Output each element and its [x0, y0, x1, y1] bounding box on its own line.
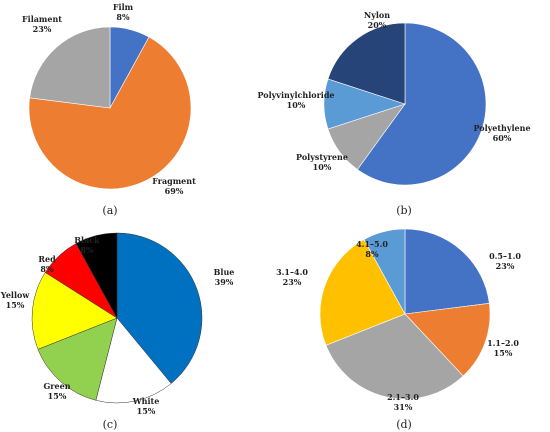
label-1.1-2.0: 1.1–2.0 [487, 338, 519, 348]
percent-white: 15% [137, 406, 156, 416]
slice-1.1-2.0 [404, 303, 491, 377]
percent-yellow: 15% [6, 300, 25, 310]
percent-1.1-2.0: 15% [494, 348, 513, 358]
percent-2.1-3.0: 31% [394, 402, 413, 412]
percent-polystyrene: 10% [313, 162, 332, 172]
percent-3.1-4.0: 23% [283, 277, 302, 287]
slice-polyethylene [356, 22, 487, 186]
slice-fragment [28, 36, 192, 190]
label-2.1-3.0: 2.1–3.0 [387, 392, 419, 402]
percent-filament: 23% [33, 24, 52, 34]
slice-black [75, 232, 118, 319]
percent-polyvinylchloride: 10% [287, 100, 306, 110]
label-polyethylene: Polyethylene [473, 123, 530, 133]
percent-fragment: 69% [165, 186, 184, 196]
percent-blue: 39% [215, 277, 234, 287]
label-yellow: Yellow [0, 290, 30, 300]
label-4.1-5.0: 4.1–5.0 [356, 239, 388, 249]
percent-red: 8% [40, 264, 54, 274]
slice-white [95, 317, 172, 404]
label-filament: Filament [22, 14, 62, 24]
label-fragment: Fragment [152, 176, 196, 186]
percent-0.5-1.0: 23% [496, 261, 515, 271]
panel-label-d: (d) [396, 418, 412, 431]
slice-green [37, 317, 118, 401]
panel-label-b: (b) [396, 204, 412, 217]
percent-polyethylene: 60% [493, 133, 512, 143]
label-0.5-1.0: 0.5–1.0 [489, 251, 521, 261]
panel-label-a: (a) [102, 204, 117, 217]
slice-yellow [31, 272, 118, 350]
slice-blue [116, 232, 203, 384]
pie-chart-b: Polyethylene 60% Polystyrene 10% Polyvin… [257, 10, 530, 217]
percent-4.1-5.0: 8% [365, 249, 379, 259]
percent-nylon: 20% [368, 20, 387, 30]
slice-filament [29, 26, 111, 109]
label-blue: Blue [214, 267, 235, 277]
percent-film: 8% [116, 12, 130, 22]
percent-black: 8% [80, 245, 94, 255]
pie-chart-d: 0.5–1.0 23% 1.1–2.0 15% 2.1–3.0 31% 3.1–… [276, 228, 521, 431]
label-green: Green [43, 381, 70, 391]
label-polyvinylchloride: Polyvinylchloride [257, 90, 334, 100]
slice-2.1-3.0 [325, 313, 464, 400]
label-3.1-4.0: 3.1–4.0 [276, 267, 308, 277]
percent-green: 15% [48, 391, 67, 401]
label-black: Black [74, 235, 100, 245]
slice-4.1-5.0 [363, 228, 406, 315]
label-nylon: Nylon [364, 10, 390, 20]
pie-chart-a: Film 8% Fragment 69% Filament 23% (a) [22, 2, 196, 217]
label-white: White [132, 396, 160, 406]
label-polystyrene: Polystyrene [296, 152, 348, 162]
slice-nylon [327, 22, 406, 105]
label-film: Film [113, 2, 134, 12]
slice-3.1-4.0 [319, 239, 406, 346]
label-red: Red [38, 254, 56, 264]
slice-0.5-1.0 [404, 228, 490, 315]
panel-label-c: (c) [103, 418, 118, 431]
pie-chart-c: Blue 39% White 15% Green 15% Yellow 15% … [0, 232, 235, 431]
